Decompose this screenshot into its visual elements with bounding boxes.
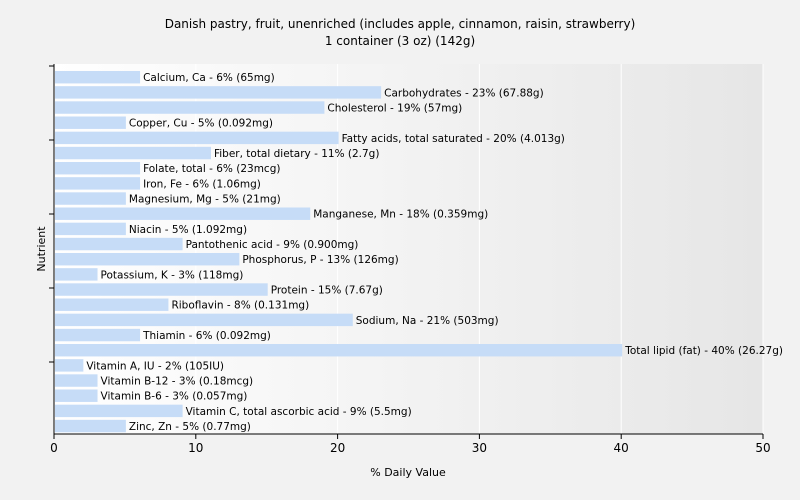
- bar-label: Phosphorus, P - 13% (126mg): [242, 254, 398, 266]
- bar: [55, 374, 98, 387]
- x-tick-label: 10: [188, 441, 203, 455]
- bar-label: Iron, Fe - 6% (1.06mg): [143, 178, 261, 190]
- bar-label: Zinc, Zn - 5% (0.77mg): [129, 421, 251, 433]
- bar: [55, 116, 126, 129]
- bar-label: Protein - 15% (7.67g): [271, 285, 383, 297]
- chart-title: Danish pastry, fruit, unenriched (includ…: [165, 17, 636, 31]
- x-tick-label: 0: [50, 441, 58, 455]
- bar-label: Manganese, Mn - 18% (0.359mg): [313, 209, 488, 221]
- bar: [55, 298, 169, 311]
- bar: [55, 419, 126, 433]
- bar-label: Calcium, Ca - 6% (65mg): [143, 72, 275, 84]
- x-tick-label: 50: [755, 441, 770, 455]
- bar-label: Thiamin - 6% (0.092mg): [142, 330, 271, 342]
- bar: [55, 162, 141, 175]
- bar: [55, 177, 141, 190]
- bar: [55, 86, 382, 99]
- bar: [55, 328, 141, 342]
- bar-label: Total lipid (fat) - 40% (26.27g): [624, 345, 783, 357]
- x-axis-title: % Daily Value: [370, 466, 446, 479]
- bar: [55, 146, 211, 160]
- bar: [55, 237, 183, 251]
- bar-label: Potassium, K - 3% (118mg): [101, 269, 244, 281]
- y-axis-title: Nutrient: [35, 226, 48, 272]
- bar-label: Copper, Cu - 5% (0.092mg): [129, 118, 273, 130]
- bar-label: Folate, total - 6% (23mcg): [143, 163, 280, 175]
- bar-label: Magnesium, Mg - 5% (21mg): [129, 194, 281, 206]
- bar-label: Vitamin B-12 - 3% (0.18mcg): [101, 376, 254, 388]
- bar: [55, 389, 98, 402]
- bar: [55, 253, 240, 266]
- bar-label: Vitamin C, total ascorbic acid - 9% (5.5…: [186, 406, 412, 418]
- bar: [55, 131, 339, 145]
- bar-label: Carbohydrates - 23% (67.88g): [384, 87, 544, 99]
- bar-label: Niacin - 5% (1.092mg): [129, 224, 247, 236]
- x-tick-label: 20: [330, 441, 345, 455]
- x-tick-label: 30: [472, 441, 487, 455]
- bar: [55, 404, 183, 418]
- bar-label: Riboflavin - 8% (0.131mg): [171, 300, 309, 312]
- bar: [55, 359, 84, 372]
- bar: [55, 283, 268, 296]
- bar-label: Fiber, total dietary - 11% (2.7g): [214, 148, 379, 160]
- bar-label: Vitamin A, IU - 2% (105IU): [86, 360, 224, 372]
- bar: [55, 101, 325, 114]
- bar-label: Sodium, Na - 21% (503mg): [356, 315, 499, 327]
- bar-label: Vitamin B-6 - 3% (0.057mg): [101, 391, 248, 403]
- bar-label: Pantothenic acid - 9% (0.900mg): [186, 239, 359, 251]
- bar: [55, 207, 311, 220]
- chart-subtitle: 1 container (3 oz) (142g): [325, 34, 475, 48]
- x-tick-label: 40: [614, 441, 629, 455]
- bar: [55, 313, 353, 327]
- bar-label: Cholesterol - 19% (57mg): [327, 103, 462, 115]
- bar-label: Fatty acids, total saturated - 20% (4.01…: [342, 133, 565, 145]
- bar: [55, 71, 141, 84]
- bar: [55, 268, 98, 281]
- bar: [55, 192, 126, 205]
- bar: [55, 222, 126, 236]
- bar: [55, 344, 623, 357]
